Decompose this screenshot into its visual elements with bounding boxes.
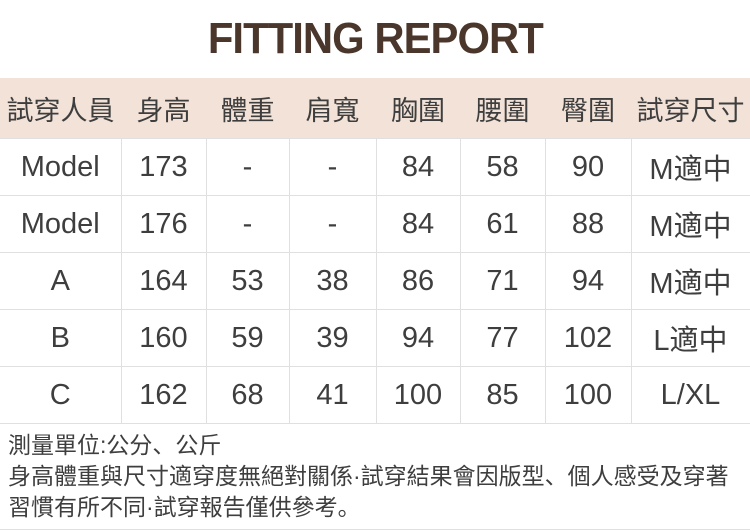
table-cell-weight: 68 — [205, 366, 290, 424]
table-cell-waist: 58 — [459, 138, 546, 196]
column-header-height: 身高 — [121, 78, 206, 139]
table-cell-bust: 94 — [375, 309, 461, 367]
measurement-unit-note: 測量單位:公分、公斤 — [8, 432, 222, 458]
table-row: C 162 68 41 100 85 100 L/XL — [0, 366, 750, 424]
table-cell-hip: 102 — [544, 309, 632, 367]
table-cell-tester: Model — [0, 138, 122, 196]
table-cell-height: 164 — [120, 252, 207, 310]
table-cell-tester: A — [0, 252, 122, 310]
table-row: Model 176 - - 84 61 88 M適中 — [0, 195, 750, 253]
table-cell-hip: 100 — [544, 366, 632, 424]
table-cell-waist: 77 — [459, 309, 546, 367]
disclaimer-text: 身高體重與尺寸適穿度無絕對關係·試穿結果會因版型、個人感受及穿著習慣有所不同·試… — [8, 463, 729, 520]
table-cell-hip: 88 — [544, 195, 632, 253]
column-header-waist: 腰圍 — [460, 78, 545, 139]
table-cell-fit-size: L/XL — [630, 366, 750, 424]
table-cell-fit-size: L適中 — [630, 309, 750, 367]
table-cell-weight: 59 — [205, 309, 290, 367]
table-cell-tester: C — [0, 366, 122, 424]
table-cell-bust: 84 — [375, 195, 461, 253]
table-cell-tester: Model — [0, 195, 122, 253]
fitting-table: 試穿人員 身高 體重 肩寬 胸圍 腰圍 臀圍 試穿尺寸 Model 173 - … — [0, 78, 750, 424]
column-header-tester: 試穿人員 — [0, 78, 121, 139]
table-cell-waist: 71 — [459, 252, 546, 310]
table-cell-fit-size: M適中 — [630, 252, 750, 310]
table-row: Model 173 - - 84 58 90 M適中 — [0, 138, 750, 196]
table-cell-fit-size: M適中 — [630, 195, 750, 253]
footer-notes: 測量單位:公分、公斤 身高體重與尺寸適穿度無絕對關係·試穿結果會因版型、個人感受… — [0, 424, 750, 530]
column-header-weight: 體重 — [206, 78, 289, 139]
table-cell-bust: 86 — [375, 252, 461, 310]
table-row: B 160 59 39 94 77 102 L適中 — [0, 309, 750, 367]
column-header-bust: 胸圍 — [376, 78, 460, 139]
table-cell-hip: 90 — [544, 138, 632, 196]
column-header-fit-size: 試穿尺寸 — [631, 78, 750, 139]
table-cell-bust: 84 — [375, 138, 461, 196]
table-cell-weight: - — [205, 138, 290, 196]
table-cell-shoulder: 38 — [288, 252, 377, 310]
table-cell-height: 173 — [120, 138, 207, 196]
header-row: 試穿人員 身高 體重 肩寬 胸圍 腰圍 臀圍 試穿尺寸 — [0, 78, 750, 139]
table-cell-fit-size: M適中 — [630, 138, 750, 196]
table-cell-shoulder: - — [288, 195, 377, 253]
table-cell-height: 176 — [120, 195, 207, 253]
table-cell-hip: 94 — [544, 252, 632, 310]
table-cell-bust: 100 — [375, 366, 461, 424]
table-cell-waist: 85 — [459, 366, 546, 424]
column-header-shoulder: 肩寬 — [289, 78, 376, 139]
table-cell-tester: B — [0, 309, 122, 367]
table-cell-weight: 53 — [205, 252, 290, 310]
title-bar: FITTING REPORT — [0, 0, 750, 78]
table-cell-waist: 61 — [459, 195, 546, 253]
table-cell-shoulder: 41 — [288, 366, 377, 424]
table-cell-weight: - — [205, 195, 290, 253]
table-row: A 164 53 38 86 71 94 M適中 — [0, 252, 750, 310]
table-cell-shoulder: 39 — [288, 309, 377, 367]
table-cell-height: 160 — [120, 309, 207, 367]
report-title: FITTING REPORT — [207, 14, 543, 63]
table-cell-shoulder: - — [288, 138, 377, 196]
table-cell-height: 162 — [120, 366, 207, 424]
column-header-hip: 臀圍 — [545, 78, 631, 139]
